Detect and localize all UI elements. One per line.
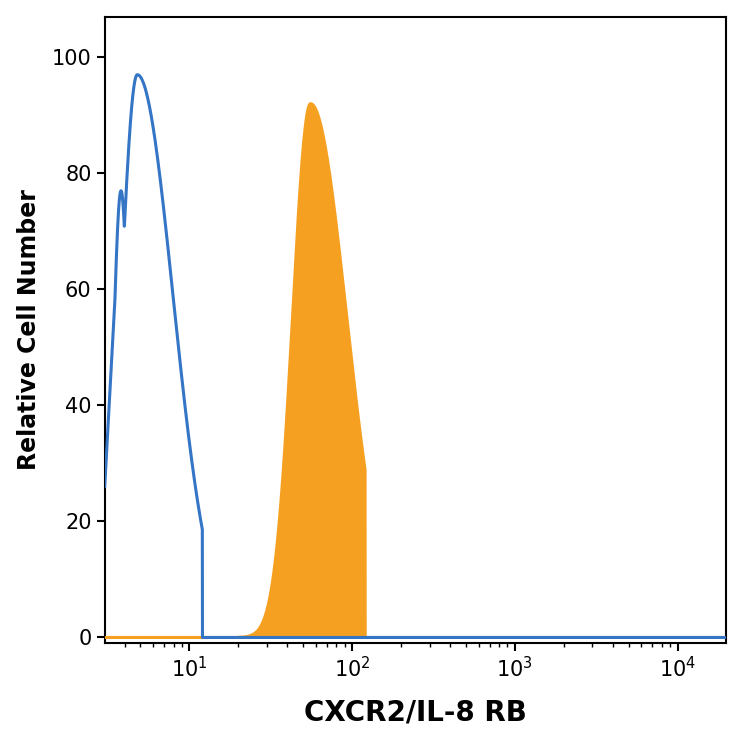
X-axis label: CXCR2/IL-8 RB: CXCR2/IL-8 RB <box>304 698 527 727</box>
Y-axis label: Relative Cell Number: Relative Cell Number <box>16 189 41 470</box>
